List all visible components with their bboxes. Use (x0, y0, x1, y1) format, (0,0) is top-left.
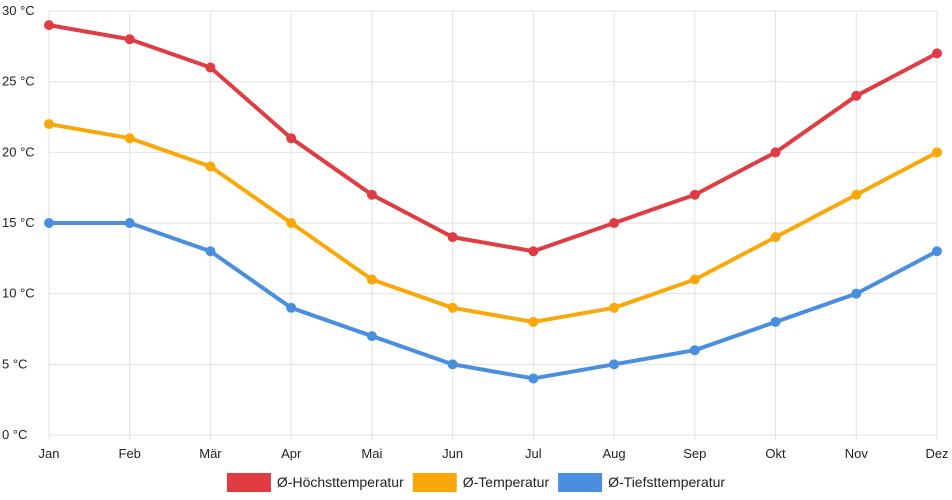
data-point-min[interactable] (205, 246, 216, 257)
x-tick-label: Mai (361, 446, 382, 461)
legend-swatch (558, 473, 603, 492)
x-tick-label: Apr (281, 446, 302, 461)
legend-label: Ø-Tiefsttemperatur (608, 474, 725, 490)
data-point-max[interactable] (689, 189, 700, 200)
y-tick-label: 15 °C (2, 215, 35, 230)
data-point-max[interactable] (286, 133, 297, 144)
data-point-min[interactable] (851, 288, 862, 299)
data-point-max[interactable] (932, 48, 942, 59)
y-tick-label: 5 °C (2, 356, 27, 371)
x-tick-label: Feb (119, 446, 141, 461)
series-min (44, 218, 942, 384)
legend[interactable]: Ø-Höchsttemperatur Ø-Temperatur Ø-Tiefstte… (226, 473, 725, 492)
legend-item-mean[interactable]: Ø-Temperatur (412, 473, 550, 492)
legend-label: Ø-Temperatur (463, 474, 550, 490)
legend-label: Ø-Höchsttemperatur (277, 474, 404, 490)
x-tick-label: Jun (442, 446, 463, 461)
data-point-min[interactable] (528, 373, 539, 384)
data-point-min[interactable] (770, 316, 781, 327)
data-point-mean[interactable] (124, 133, 135, 144)
data-point-max[interactable] (44, 20, 54, 31)
x-tick-label: Jul (525, 446, 542, 461)
series-group (44, 20, 942, 384)
x-axis: Jan Feb Mär Apr Mai Jun Jul Aug Sep Okt Nov Dez (39, 446, 949, 461)
data-point-mean[interactable] (447, 302, 458, 313)
y-tick-label: 0 °C (2, 427, 27, 442)
x-tick-label: Aug (603, 446, 626, 461)
data-point-mean[interactable] (286, 218, 297, 228)
data-point-max[interactable] (366, 189, 377, 200)
data-point-max[interactable] (609, 218, 620, 228)
data-point-min[interactable] (44, 218, 54, 228)
data-point-mean[interactable] (851, 189, 862, 200)
data-point-max[interactable] (528, 246, 539, 257)
data-point-max[interactable] (447, 232, 458, 243)
series-line-mean (47, 122, 939, 324)
data-point-min[interactable] (689, 345, 700, 356)
series-line-max (47, 23, 939, 254)
data-point-mean[interactable] (528, 316, 539, 327)
y-tick-label: 20 °C (2, 144, 35, 159)
data-point-mean[interactable] (689, 274, 700, 285)
y-tick-label: 30 °C (2, 3, 35, 18)
y-tick-label: 10 °C (2, 286, 35, 301)
data-point-min[interactable] (609, 359, 620, 370)
data-point-max[interactable] (851, 90, 862, 101)
x-tick-label: Okt (765, 446, 786, 461)
data-point-min[interactable] (366, 331, 377, 342)
data-point-mean[interactable] (205, 161, 216, 172)
data-point-min[interactable] (286, 302, 297, 313)
data-point-mean[interactable] (609, 302, 620, 313)
data-point-mean[interactable] (44, 119, 54, 130)
data-point-mean[interactable] (932, 147, 942, 158)
series-mean (44, 119, 942, 327)
x-tick-label: Nov (845, 446, 869, 461)
x-tick-label: Sep (683, 446, 706, 461)
series-line-min (47, 221, 939, 381)
data-point-mean[interactable] (770, 232, 781, 243)
series-max (44, 20, 942, 257)
data-point-mean[interactable] (366, 274, 377, 285)
data-point-max[interactable] (205, 62, 216, 73)
x-tick-label: Dez (925, 446, 948, 461)
data-point-min[interactable] (932, 246, 942, 257)
legend-item-max[interactable]: Ø-Höchsttemperatur (226, 473, 404, 492)
legend-swatch (226, 473, 271, 492)
data-point-max[interactable] (770, 147, 781, 158)
y-axis: 0 °C 5 °C 10 °C 15 °C 20 °C 25 °C 30 °C (2, 3, 35, 442)
legend-item-min[interactable]: Ø-Tiefsttemperatur (558, 473, 725, 492)
x-tick-label: Mär (199, 446, 222, 461)
data-point-min[interactable] (124, 218, 135, 228)
data-point-min[interactable] (447, 359, 458, 370)
y-tick-label: 25 °C (2, 74, 35, 89)
x-tick-label: Jan (39, 446, 60, 461)
data-point-max[interactable] (124, 34, 135, 45)
grid (48, 10, 938, 440)
legend-swatch (412, 473, 457, 492)
